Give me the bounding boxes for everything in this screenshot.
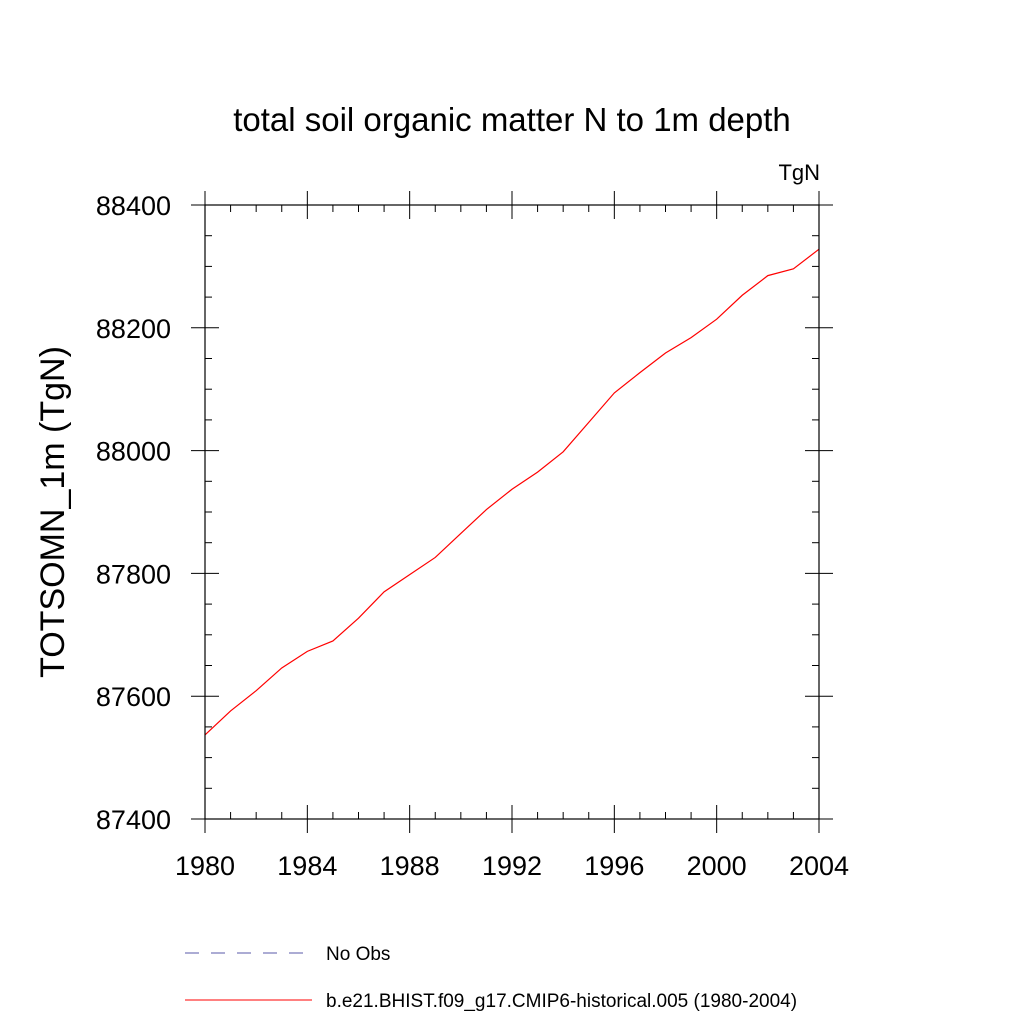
y-tick-label: 88200 <box>96 314 171 344</box>
units-label: TgN <box>778 160 820 185</box>
x-tick-label: 2004 <box>789 851 849 881</box>
y-tick-label: 88400 <box>96 191 171 221</box>
x-tick-label: 2000 <box>687 851 747 881</box>
x-tick-label: 1984 <box>277 851 337 881</box>
axis-ticks <box>191 191 833 833</box>
y-axis-label: TOTSOMN_1m (TgN) <box>34 346 72 678</box>
x-tick-label: 1988 <box>380 851 440 881</box>
chart-title: total soil organic matter N to 1m depth <box>233 101 791 138</box>
y-tick-label: 88000 <box>96 437 171 467</box>
x-tick-label: 1992 <box>482 851 542 881</box>
x-tick-label: 1980 <box>175 851 235 881</box>
x-tick-labels: 1980 1984 1988 1992 1996 2000 2004 <box>175 851 849 881</box>
series-line-0 <box>204 248 820 736</box>
series-lines <box>204 248 820 736</box>
legend: No Obs b.e21.BHIST.f09_g17.CMIP6-historic… <box>185 944 797 1012</box>
y-tick-label: 87600 <box>96 682 171 712</box>
y-tick-label: 87800 <box>96 559 171 589</box>
y-tick-labels: 87400 87600 87800 88000 88200 88400 <box>96 191 171 835</box>
legend-label: No Obs <box>326 944 390 965</box>
x-tick-label: 1996 <box>584 851 644 881</box>
plot-frame <box>204 204 820 820</box>
y-tick-label: 87400 <box>96 805 171 835</box>
legend-label: b.e21.BHIST.f09_g17.CMIP6-historical.005… <box>326 991 797 1012</box>
